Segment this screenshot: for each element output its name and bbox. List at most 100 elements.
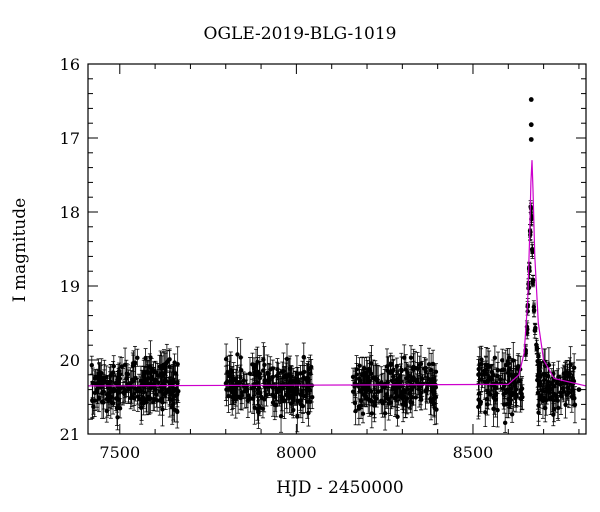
data-point: [305, 363, 310, 393]
data-point: [138, 390, 144, 425]
point-marker: [549, 396, 555, 402]
point-marker: [507, 401, 513, 407]
data-point: [558, 376, 563, 409]
plot-frame: [87, 63, 587, 435]
point-marker: [160, 407, 165, 412]
point-marker: [163, 391, 168, 396]
point-marker: [280, 397, 285, 403]
point-marker: [401, 390, 407, 395]
data-point: [173, 365, 178, 383]
data-point: [373, 360, 378, 395]
point-marker: [308, 399, 313, 404]
point-marker: [378, 388, 384, 393]
point-marker: [483, 410, 488, 415]
y-tick-label: 20: [60, 351, 80, 370]
point-marker: [89, 362, 94, 368]
point-marker: [157, 398, 162, 403]
point-marker: [537, 394, 543, 399]
data-point: [250, 378, 255, 398]
point-marker: [479, 357, 484, 362]
point-marker: [298, 392, 303, 397]
data-point: [500, 348, 505, 372]
point-marker: [433, 385, 439, 390]
data-point: [270, 359, 276, 378]
model-line: [87, 160, 587, 387]
point-marker: [384, 364, 390, 369]
data-point: [89, 355, 94, 375]
point-marker: [224, 387, 229, 392]
data-point: [270, 388, 276, 417]
point-marker: [239, 393, 245, 398]
point-marker: [357, 378, 362, 383]
point-marker: [226, 394, 231, 399]
point-marker: [380, 385, 386, 390]
point-marker: [528, 206, 534, 211]
point-marker: [558, 390, 563, 395]
point-marker: [373, 375, 378, 380]
data-point: [130, 352, 136, 379]
point-marker: [514, 387, 519, 392]
data-point: [417, 355, 422, 375]
point-marker: [153, 377, 158, 382]
data-point: [244, 373, 249, 408]
point-marker: [415, 377, 420, 383]
data-point: [262, 346, 267, 384]
point-marker: [279, 383, 284, 389]
point-marker: [162, 377, 168, 382]
point-marker: [239, 367, 244, 373]
data-point: [151, 393, 156, 412]
point-marker: [235, 352, 240, 357]
point-marker: [535, 390, 541, 396]
data-point: [125, 364, 131, 384]
point-marker: [402, 355, 407, 360]
data-point: [255, 346, 260, 378]
x-tick-label: 8500: [453, 443, 494, 462]
point-marker: [362, 366, 367, 371]
y-tick-label: 16: [60, 55, 80, 74]
point-marker: [172, 360, 177, 365]
point-marker: [174, 408, 180, 414]
point-marker: [538, 361, 543, 366]
point-marker: [126, 387, 131, 392]
point-marker: [541, 388, 546, 394]
data-point: [224, 372, 229, 407]
model-curve: [87, 160, 587, 387]
point-marker: [382, 411, 388, 416]
point-marker: [354, 367, 359, 372]
point-marker: [257, 405, 263, 410]
point-marker: [283, 373, 288, 378]
data-point: [417, 367, 423, 402]
point-marker: [251, 365, 257, 371]
point-marker: [568, 362, 573, 367]
data-point: [229, 373, 235, 411]
data-point: [415, 362, 420, 398]
point-marker: [476, 366, 481, 372]
point-marker: [477, 362, 482, 367]
point-marker: [480, 372, 485, 377]
data-point: [556, 395, 561, 421]
data-point: [403, 386, 408, 418]
point-marker: [528, 122, 534, 128]
data-point: [257, 399, 263, 417]
point-marker: [422, 366, 427, 371]
point-marker: [270, 400, 276, 405]
axes: 7500 8000 8500 16 17 18 19 20 21: [60, 55, 587, 462]
data-point: [360, 369, 366, 404]
data-point: [529, 241, 535, 257]
point-marker: [405, 386, 410, 392]
point-marker: [288, 374, 294, 379]
point-marker: [406, 373, 412, 378]
point-marker: [167, 380, 172, 386]
data-point: [409, 387, 415, 418]
data-point: [395, 407, 400, 427]
point-marker: [576, 387, 582, 392]
point-marker: [291, 395, 296, 401]
data-point: [295, 385, 300, 416]
point-marker: [151, 381, 157, 387]
point-marker: [228, 368, 234, 373]
point-marker: [238, 375, 243, 380]
data-point: [556, 360, 561, 394]
point-marker: [528, 97, 534, 102]
point-marker: [146, 370, 152, 375]
